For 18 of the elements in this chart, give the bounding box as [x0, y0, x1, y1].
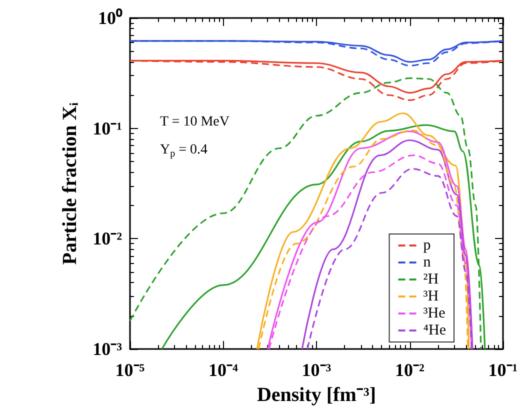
y-tick-label: 10⁻²	[92, 228, 122, 249]
x-tick-label: 10⁻¹	[488, 360, 518, 380]
x-tick-label: 10⁻⁴	[208, 360, 239, 380]
legend-label: ⁴He	[423, 322, 446, 338]
x-axis-title: Density [fm⁻³]	[256, 384, 376, 406]
legend-label: ³He	[423, 306, 446, 322]
y-tick-label: 10⁻¹	[92, 118, 122, 138]
x-tick-label: 10⁻⁵	[115, 360, 146, 380]
legend-label: ³H	[423, 288, 439, 304]
y-tick-label: 10⁰	[98, 8, 123, 28]
legend-label: ²H	[423, 272, 439, 288]
y-axis-title: Particle fraction Xᵢ	[59, 102, 81, 265]
legend-label: n	[423, 254, 432, 270]
x-tick-label: 10⁻²	[395, 360, 424, 380]
annotation: T = 10 MeV	[160, 114, 230, 130]
y-tick-label: 10⁻³	[92, 339, 123, 359]
legend-label: p	[423, 238, 431, 254]
x-tick-label: 10⁻³	[302, 360, 332, 380]
